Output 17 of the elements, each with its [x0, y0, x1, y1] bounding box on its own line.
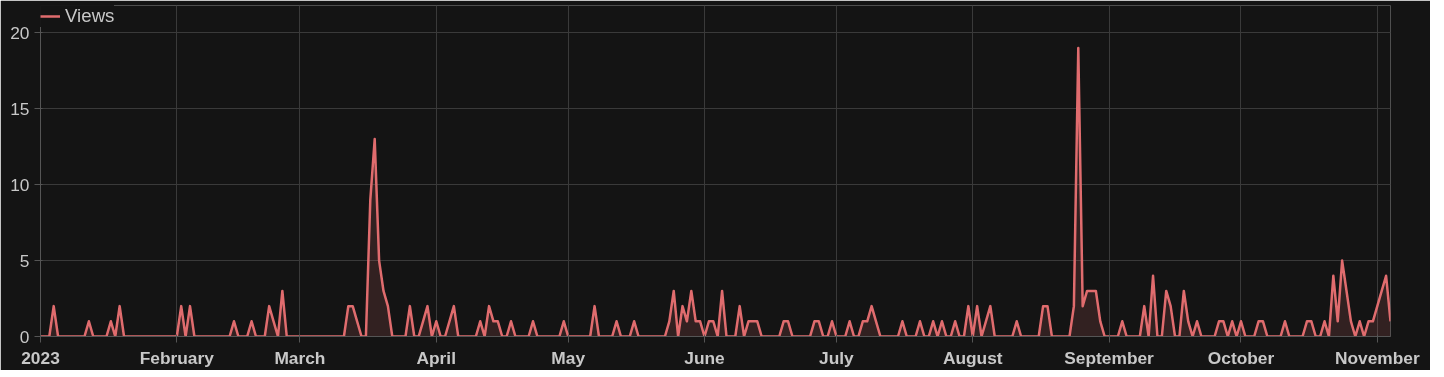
x-tick-label: May — [551, 347, 586, 368]
x-tick-label: February — [139, 347, 215, 368]
x-tick-label: November — [1334, 347, 1420, 368]
x-tick-label: September — [1064, 347, 1155, 368]
y-tick-label: 15 — [10, 98, 30, 119]
y-tick-label: 20 — [10, 22, 30, 43]
x-tick-label: March — [274, 347, 326, 368]
x-tick-label: 2023 — [21, 347, 61, 368]
legend-label: Views — [65, 5, 115, 27]
x-tick-label: July — [819, 347, 855, 368]
y-tick-label: 5 — [19, 250, 30, 271]
y-tick-label: 10 — [10, 174, 30, 195]
y-tick-label: 0 — [19, 326, 30, 347]
x-tick-label: April — [416, 347, 457, 368]
x-tick-label: October — [1207, 347, 1275, 368]
x-tick-label: June — [684, 347, 726, 368]
x-tick-label: August — [942, 347, 1003, 368]
